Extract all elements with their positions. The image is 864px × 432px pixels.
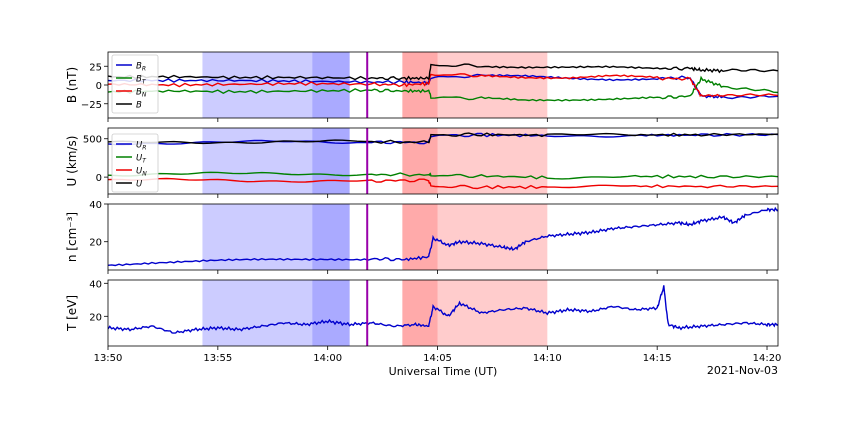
legend-1: UR UT UN U	[111, 133, 159, 193]
series-line-0-3	[108, 63, 778, 81]
shade-region-1-1	[312, 128, 350, 194]
panel-2: 40 20 n [cm⁻³]	[65, 200, 779, 274]
panel-1: 500 0 U (km/s) UR UT UN U	[65, 127, 779, 198]
shade-region-2-3	[437, 204, 548, 270]
legend-label-1-0: UR	[136, 141, 146, 152]
series-group-2	[108, 206, 778, 267]
ytick-label-1-0: 500	[83, 135, 102, 146]
shade-region-3-3	[437, 280, 548, 346]
ytick-label-3-0: 40	[89, 279, 102, 290]
shade-region-3-0	[202, 280, 313, 346]
panel-0: 25 0 −25B (nT) BR BT BN B	[65, 51, 779, 122]
legend-label-sub-0-0: R	[142, 66, 146, 73]
legend-label-1-1: UT	[136, 154, 147, 165]
ytick-label-2-1: 20	[89, 238, 102, 249]
legend-label-sub-1-0: R	[142, 145, 146, 152]
shade-region-1-3	[437, 128, 548, 194]
ylabel-0: B (nT)	[65, 67, 79, 103]
series-line-3-0	[108, 285, 778, 334]
legend-label-0-0: BR	[136, 62, 146, 73]
ytick-label-3-1: 20	[89, 312, 102, 323]
xtick-label-3: 14:05	[423, 353, 452, 364]
series-line-1-3	[108, 132, 778, 145]
legend-label-0-3: B	[136, 101, 142, 111]
xtick-label-5: 14:15	[643, 353, 672, 364]
series-group-1	[108, 132, 778, 190]
series-line-1-2	[108, 177, 778, 190]
panel-frame-1	[107, 127, 779, 195]
legend-label-0-2: BN	[136, 88, 147, 99]
series-line-0-2	[108, 73, 778, 98]
ytick-label-0-0: 25	[89, 62, 102, 73]
xtick-label-1: 13:55	[203, 353, 232, 364]
xtick-label-6: 14:20	[753, 353, 782, 364]
series-group-3	[108, 285, 778, 334]
legend-label-1-3: U	[136, 180, 143, 190]
panel-3: 40 20 T [eV] 13:50 13:55 14:00 14:05 14:10 14:15…	[65, 279, 781, 364]
panel-frame-2	[107, 203, 779, 271]
legend-label-1-2: UN	[136, 167, 147, 178]
shade-region-3-1	[312, 280, 350, 346]
ytick-label-1-1: 0	[96, 173, 102, 184]
legend-label-sub-1-2: N	[142, 171, 147, 178]
series-line-0-1	[108, 75, 778, 102]
date-label: 2021-Nov-03	[707, 364, 778, 377]
legend-label-sub-1-1: T	[142, 158, 147, 165]
shade-region-0-3	[437, 52, 548, 118]
ylabel-2: n [cm⁻³]	[65, 212, 79, 262]
ylabel-1: U (km/s)	[65, 136, 79, 187]
xtick-label-0: 13:50	[94, 353, 123, 364]
panels: 25 0 −25B (nT) BR BT BN B 500 0 U (km/s) UR UT UN U 40…	[65, 51, 781, 364]
legend-label-sub-0-2: N	[142, 92, 147, 99]
shade-region-0-1	[312, 52, 350, 118]
ylabel-3: T [eV]	[65, 295, 79, 332]
ytick-label-2-0: 40	[89, 200, 102, 211]
ytick-label-0-2: −25	[81, 100, 102, 111]
ytick-label-0-1: 0	[96, 81, 102, 92]
xlabel: Universal Time (UT)	[389, 365, 498, 378]
xtick-label-4: 14:10	[533, 353, 562, 364]
panel-frame-3	[107, 279, 779, 347]
legend-label-sub-0-1: T	[142, 79, 147, 86]
legend-0: BR BT BN B	[111, 54, 159, 114]
xtick-label-2: 14:00	[313, 353, 342, 364]
legend-label-0-1: BT	[136, 75, 147, 86]
series-line-2-0	[108, 206, 778, 267]
shade-region-1-0	[202, 128, 313, 194]
legend-box-0	[111, 54, 159, 114]
shade-region-1-2	[402, 128, 438, 194]
series-group-0	[108, 63, 778, 102]
legend-box-1	[111, 133, 159, 193]
series-line-1-1	[108, 171, 778, 180]
